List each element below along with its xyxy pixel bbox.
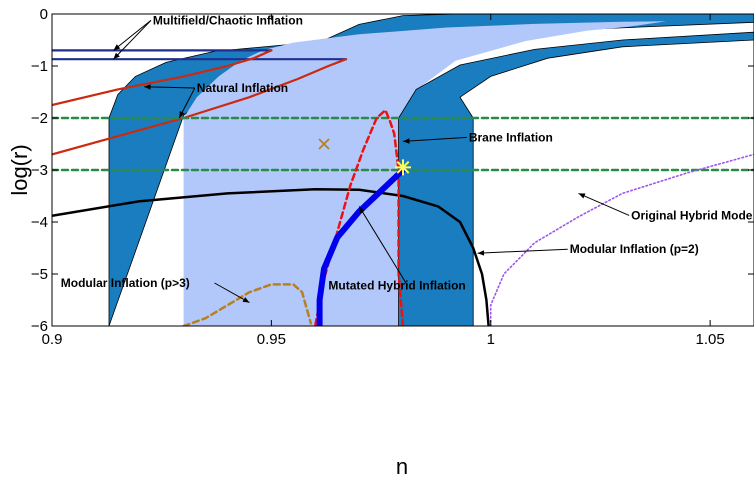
annotation-label: Natural Inflation xyxy=(197,81,288,95)
x-axis-label: n xyxy=(396,454,408,479)
annotation-arrowhead xyxy=(578,193,586,199)
y-axis-label: log(r) xyxy=(7,144,32,195)
annotation-label: Original Hybrid Mode xyxy=(631,208,753,222)
annotation-arrow xyxy=(113,20,152,60)
y-tick-label: −2 xyxy=(31,110,48,127)
inner-region xyxy=(183,21,667,326)
x-tick-label: 1.05 xyxy=(696,331,725,348)
annotation-arrow xyxy=(402,136,467,142)
original-hybrid-line xyxy=(489,153,754,326)
x-tick-label: 1 xyxy=(487,331,495,348)
annotation-arrow xyxy=(477,248,568,254)
annotation-arrowhead xyxy=(477,250,485,256)
y-tick-label: −6 xyxy=(31,318,48,335)
plot-area xyxy=(52,14,754,326)
x-tick-label: 0.95 xyxy=(257,331,286,348)
annotation-arrowhead xyxy=(113,52,120,60)
annotation-arrow xyxy=(358,206,409,286)
annotation-arrow xyxy=(113,20,152,51)
annotation-arrowhead xyxy=(144,84,151,90)
annotation-arrowhead xyxy=(113,44,121,51)
y-tick-label: −3 xyxy=(31,162,48,179)
annotation-label: Modular Inflation (p=2) xyxy=(570,242,699,256)
annotation-arrow xyxy=(578,192,630,216)
annotation-arrow xyxy=(214,282,250,304)
annotation-layer: Multifield/Chaotic Inflation Natural Infl… xyxy=(61,13,753,304)
y-tick-label: −1 xyxy=(31,58,48,75)
y-tick-label: −4 xyxy=(31,214,48,231)
annotation-label: Brane Inflation xyxy=(469,130,553,144)
annotation-arrow xyxy=(144,86,195,89)
mutated-hybrid-line xyxy=(316,167,406,326)
star-marker xyxy=(395,159,411,176)
x-tick-label: 0.9 xyxy=(42,331,63,348)
modular-p3-line xyxy=(182,283,313,326)
y-tick-label: 0 xyxy=(40,6,48,23)
annotation-arrowhead xyxy=(403,138,410,144)
brane-inflation-line xyxy=(313,108,405,326)
annotation-arrowhead xyxy=(359,206,365,214)
natural-inflation-upper xyxy=(52,49,273,107)
outer-region-right xyxy=(183,31,754,326)
annotation-label: Mutated Hybrid Inflation xyxy=(328,279,465,293)
tick-layer: 0.9 0.95 1 1.05 0 −1 −2 −3 −4 −5 −6 xyxy=(31,6,754,348)
annotation-arrowhead xyxy=(242,297,250,303)
modular-p2-line xyxy=(52,187,490,326)
y-tick-label: −5 xyxy=(31,266,48,283)
annotation-label: Multifield/Chaotic Inflation xyxy=(153,13,303,27)
natural-inflation-lower xyxy=(52,58,348,156)
annotation-arrowhead xyxy=(179,111,185,118)
cross-marker xyxy=(318,138,330,150)
annotation-label: Modular Inflation (p>3) xyxy=(61,276,190,290)
